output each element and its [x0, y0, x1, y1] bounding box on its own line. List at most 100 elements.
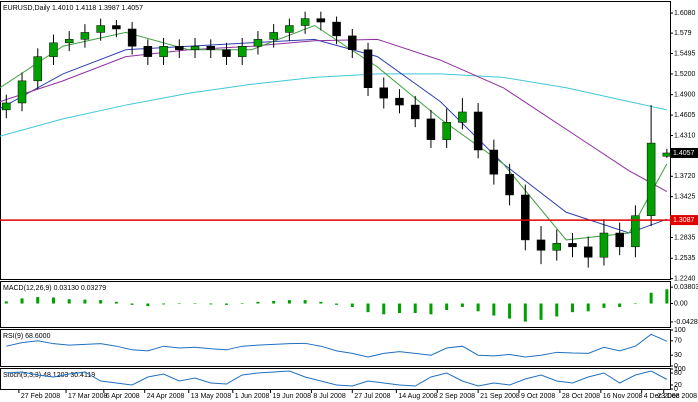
macd-bar: [429, 303, 433, 315]
macd-bar: [162, 303, 166, 305]
candle-body: [363, 49, 373, 89]
indicator-line: [6, 370, 668, 387]
candle-body: [80, 32, 90, 40]
candle-body: [2, 102, 11, 111]
candle-body: [410, 104, 420, 120]
y-tick-label: 80: [674, 370, 682, 377]
candle-body: [552, 243, 562, 251]
candle-body: [348, 35, 357, 50]
candle-body: [442, 122, 451, 140]
y-tick-label: 1.2535: [674, 255, 696, 262]
x-tick-label: 17 Mar 2008: [68, 393, 107, 400]
macd-bar: [523, 303, 527, 322]
candle-body: [583, 246, 593, 258]
macd-bar: [36, 297, 40, 304]
candle-body: [269, 32, 278, 40]
x-tick-label: 8 Jul 2008: [313, 393, 345, 400]
candle-body: [190, 46, 200, 50]
macd-bar: [633, 303, 637, 305]
x-tick-label: 2 Sep 2008: [439, 393, 475, 400]
candle-body: [505, 173, 514, 196]
candle-body: [222, 49, 231, 57]
x-tick-label: 28 Oct 2008: [562, 393, 600, 400]
x-tick-label: 27 Jul 2008: [354, 393, 390, 400]
moving-average: [0, 73, 667, 137]
x-tick-label: 16 Nov 2008: [603, 393, 643, 400]
candle-body: [316, 18, 326, 23]
candle-body: [253, 39, 263, 47]
macd-bar: [413, 303, 417, 314]
macd-bar: [146, 303, 150, 307]
macd-bar: [445, 303, 449, 310]
x-tick-label: 4 Dec 2008: [644, 393, 680, 400]
y-tick-label: 1.4310: [674, 132, 696, 139]
moving-average: [0, 38, 668, 234]
macd-bar: [209, 303, 213, 305]
y-tick-label: 1.5495: [674, 50, 696, 57]
x-tick-label: 9 Oct 2008: [521, 393, 555, 400]
candle-body: [473, 111, 483, 151]
y-tick-label: 1.2240: [674, 275, 696, 282]
y-tick-label: 1.3720: [674, 173, 696, 180]
x-tick-label: 14 Aug 2008: [398, 393, 437, 400]
macd-bar: [319, 301, 323, 304]
y-tick-label: 30: [674, 352, 682, 359]
x-tick-label: 24 Apr 2008: [147, 393, 185, 400]
y-tick-label: 1.5200: [674, 71, 696, 78]
panel-title: MACD(12,26,9) 0.03130 0.03279: [3, 285, 106, 292]
candle-body: [646, 142, 656, 216]
macd-bar: [20, 298, 24, 304]
macd-bar: [240, 303, 244, 304]
candle-body: [96, 25, 105, 33]
support-label: 1.3087: [673, 217, 695, 224]
macd-bar: [335, 303, 339, 305]
y-tick-label: 0.00: [674, 300, 688, 307]
candle-body: [536, 239, 546, 251]
candle-body: [521, 194, 530, 241]
y-tick-label: -0.0428: [674, 319, 698, 326]
y-tick-label: 1.4605: [674, 112, 696, 119]
y-tick-label: 1.6080: [674, 10, 696, 17]
x-tick-label: 13 May 2008: [191, 393, 232, 400]
x-tick-label: 23 Dec 2008: [657, 393, 697, 400]
macd-bar: [602, 303, 606, 308]
candle-body: [615, 232, 624, 248]
macd-bar: [586, 303, 590, 312]
candle-body: [662, 152, 672, 157]
macd-bar: [193, 303, 197, 305]
x-tick-label: 21 Sep 2008: [480, 393, 520, 400]
macd-bar: [570, 303, 574, 313]
candle-body: [285, 25, 294, 33]
macd-bar: [303, 300, 307, 304]
x-tick-label: 1 Jun 2008: [235, 393, 270, 400]
y-tick-label: 100: [674, 366, 686, 373]
candle-body: [426, 118, 436, 140]
macd-bar: [83, 299, 87, 304]
candle-body: [64, 39, 74, 44]
candle-body: [332, 21, 341, 37]
macd-bar: [366, 303, 370, 313]
macd-panel: [0, 281, 671, 328]
macd-bar: [460, 303, 464, 307]
macd-bar: [224, 303, 228, 305]
candle-body: [17, 80, 27, 104]
candle-body: [300, 18, 310, 26]
macd-bar: [350, 303, 354, 307]
macd-bar: [382, 303, 386, 315]
candle-body: [458, 111, 467, 123]
y-tick-label: 0: [674, 363, 678, 370]
candle-body: [237, 46, 247, 57]
y-tick-label: 1.4900: [674, 92, 696, 99]
candle-body: [489, 149, 499, 175]
x-tick-label: 27 Feb 2008: [21, 393, 60, 400]
macd-bar: [649, 292, 653, 304]
rsi-panel: [0, 329, 671, 367]
y-tick-label: 70: [674, 338, 682, 345]
moving-average: [0, 38, 668, 192]
macd-bar: [51, 297, 55, 304]
y-tick-label: 20: [674, 382, 682, 389]
macd-bar: [130, 303, 134, 305]
macd-bar: [492, 303, 496, 316]
